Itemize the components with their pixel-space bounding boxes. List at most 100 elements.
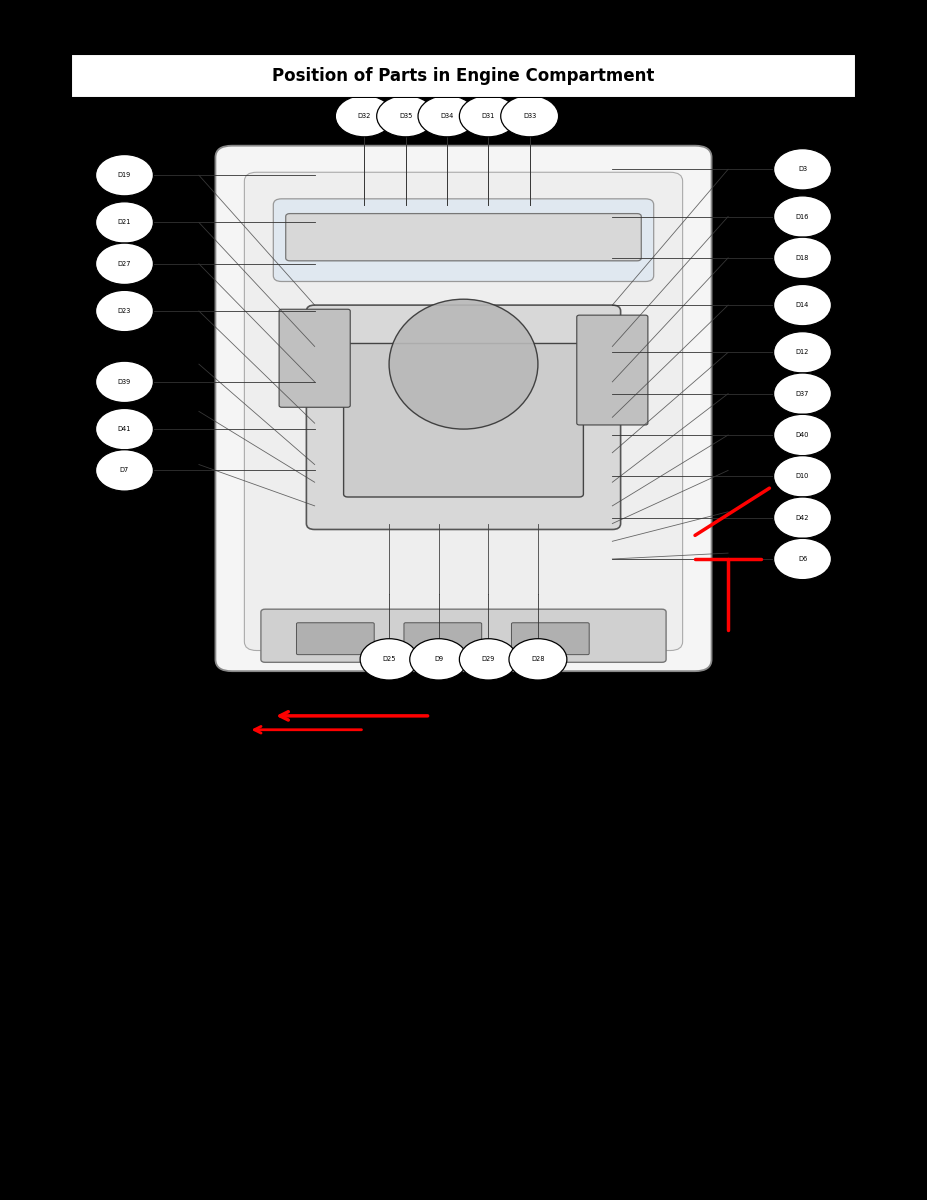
Text: D33: D33: [523, 113, 537, 119]
Text: D14: D14: [796, 302, 809, 308]
Circle shape: [773, 414, 832, 456]
Circle shape: [336, 96, 393, 137]
Circle shape: [501, 96, 559, 137]
FancyBboxPatch shape: [215, 145, 712, 671]
Text: Ignition Coil (No.4): Ignition Coil (No.4): [121, 850, 218, 859]
FancyBboxPatch shape: [344, 343, 583, 497]
Circle shape: [360, 638, 418, 680]
Text: D42: D42: [472, 864, 493, 874]
FancyBboxPatch shape: [279, 310, 350, 407]
Text: VVT Sensor (Bank 1 Exhaust Side): VVT Sensor (Bank 1 Exhaust Side): [517, 835, 695, 846]
Text: D3: D3: [798, 167, 807, 173]
Text: Camshaft Position Sensor: Camshaft Position Sensor: [121, 710, 272, 721]
Text: Camshaft Timing Oil Control Valve (Bank 1): Camshaft Timing Oil Control Valve (Bank …: [517, 864, 743, 874]
Text: Noise Filter (Ignition Bank 1): Noise Filter (Ignition Bank 1): [121, 808, 269, 818]
Text: Ignition Coil (No.6): Ignition Coil (No.6): [121, 835, 218, 846]
Text: D35: D35: [399, 113, 413, 119]
Text: Position of Parts in Engine Compartment: Position of Parts in Engine Compartment: [273, 67, 654, 85]
Circle shape: [773, 238, 832, 278]
Text: D40: D40: [472, 835, 493, 846]
Text: Ignition Coil (No.7): Ignition Coil (No.7): [121, 794, 218, 804]
Circle shape: [509, 638, 566, 680]
Text: D25: D25: [382, 656, 396, 662]
Text: D18: D18: [67, 808, 88, 818]
Text: D25: D25: [67, 864, 88, 874]
Text: D12: D12: [67, 767, 88, 776]
Circle shape: [773, 497, 832, 539]
Text: D31: D31: [482, 113, 495, 119]
Text: Engine Coolant Temperature Sensor: Engine Coolant Temperature Sensor: [517, 710, 705, 721]
FancyBboxPatch shape: [512, 623, 590, 655]
FancyBboxPatch shape: [70, 54, 857, 97]
FancyBboxPatch shape: [404, 623, 482, 655]
Circle shape: [460, 96, 517, 137]
FancyBboxPatch shape: [260, 610, 667, 662]
Circle shape: [95, 155, 154, 196]
Circle shape: [773, 149, 832, 190]
Circle shape: [95, 244, 154, 284]
Text: D6: D6: [798, 556, 807, 562]
Text: D28: D28: [472, 710, 493, 721]
Text: Heated Oxygen Sensor (Bank 2 Sensor 2): Heated Oxygen Sensor (Bank 2 Sensor 2): [517, 752, 734, 762]
Text: Ignition Coil (No.1): Ignition Coil (No.1): [121, 752, 218, 762]
Text: D41: D41: [472, 850, 493, 859]
Circle shape: [773, 456, 832, 497]
Text: Crankshaft Position Sensor: Crankshaft Position Sensor: [121, 697, 281, 707]
Text: D10: D10: [67, 752, 88, 762]
Text: Purge VSV: Purge VSV: [517, 725, 571, 734]
Text: D12: D12: [796, 349, 809, 355]
Circle shape: [460, 638, 517, 680]
Text: D35: D35: [472, 794, 493, 804]
Text: Park/Neutral Position Switch: Park/Neutral Position Switch: [517, 794, 664, 804]
Text: Mass Air Flow Meter: Mass Air Flow Meter: [121, 725, 240, 734]
Text: Ignition Coil (No.5): Ignition Coil (No.5): [121, 780, 218, 791]
Circle shape: [95, 408, 154, 450]
Text: D10: D10: [796, 473, 809, 479]
Text: D37: D37: [472, 808, 493, 818]
Text: D33: D33: [472, 767, 493, 776]
Text: D23: D23: [67, 850, 88, 859]
Text: D27: D27: [118, 260, 132, 266]
Text: D16: D16: [67, 794, 88, 804]
Text: VVT Sensor (Bank 2 Exhaust Side): VVT Sensor (Bank 2 Exhaust Side): [517, 850, 695, 859]
Circle shape: [418, 96, 476, 137]
Text: D39: D39: [472, 822, 493, 832]
Circle shape: [773, 539, 832, 580]
Circle shape: [773, 373, 832, 414]
FancyBboxPatch shape: [577, 316, 648, 425]
Text: D32: D32: [472, 752, 493, 762]
Text: D40: D40: [795, 432, 809, 438]
Text: D27: D27: [472, 697, 493, 707]
Text: D32: D32: [358, 113, 371, 119]
Text: D42: D42: [795, 515, 809, 521]
Text: D18: D18: [796, 254, 809, 260]
Text: Air Fuel Ratio Sensor (Bank 2 Sensor 1): Air Fuel Ratio Sensor (Bank 2 Sensor 1): [517, 780, 722, 791]
Text: D14: D14: [67, 780, 88, 791]
Text: D19: D19: [118, 173, 131, 179]
FancyBboxPatch shape: [286, 214, 641, 260]
Text: D21: D21: [118, 220, 131, 226]
Text: D9: D9: [434, 656, 443, 662]
Text: Ignition Coil (No.8): Ignition Coil (No.8): [121, 822, 218, 832]
Circle shape: [95, 450, 154, 491]
Text: D29: D29: [482, 656, 495, 662]
Text: Noise Filter (Ignition Bank 2): Noise Filter (Ignition Bank 2): [517, 697, 666, 707]
FancyBboxPatch shape: [307, 305, 620, 529]
Text: D7: D7: [120, 468, 129, 474]
Text: VVT Sensor (Bank 2 Intake Side): VVT Sensor (Bank 2 Intake Side): [517, 822, 686, 832]
Circle shape: [95, 202, 154, 244]
Text: D34: D34: [472, 780, 493, 791]
Text: D39: D39: [118, 379, 131, 385]
Text: D23: D23: [118, 308, 131, 314]
Circle shape: [773, 196, 832, 238]
Text: D37: D37: [796, 391, 809, 397]
Ellipse shape: [389, 299, 538, 430]
Text: D41: D41: [118, 426, 131, 432]
Text: D16: D16: [796, 214, 809, 220]
Circle shape: [95, 361, 154, 402]
Text: D  3: D 3: [67, 697, 90, 707]
Circle shape: [376, 96, 435, 137]
Text: Ignition Coil (No.2): Ignition Coil (No.2): [121, 864, 218, 874]
Text: D29: D29: [472, 725, 493, 734]
Text: D21: D21: [67, 835, 88, 846]
